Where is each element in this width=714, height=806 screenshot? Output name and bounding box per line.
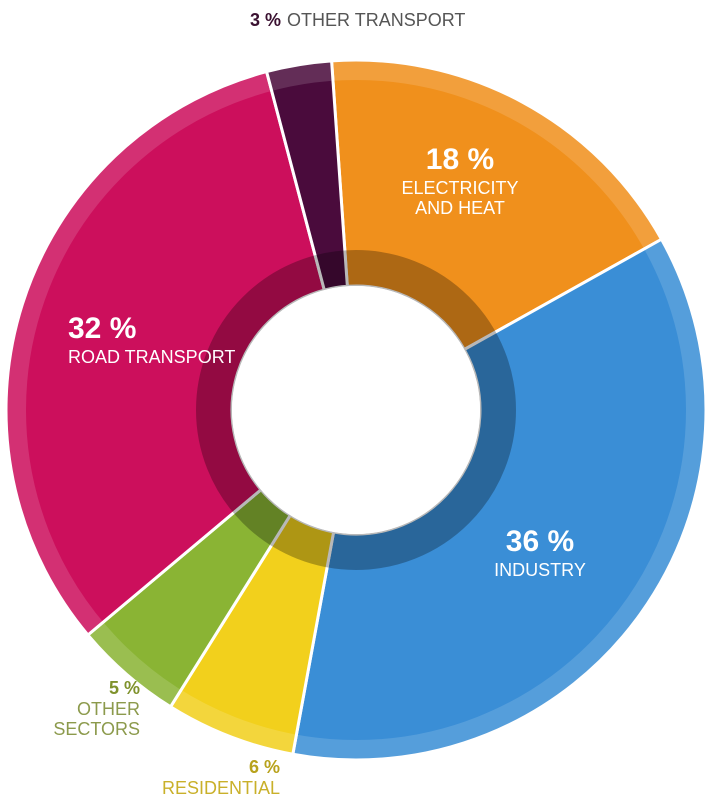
value-label: 18 % <box>425 143 495 176</box>
category-label: ELECTRICITY AND HEAT <box>401 177 519 219</box>
slice-label: 5 % OTHER SECTORS <box>40 678 140 740</box>
category-label: INDUSTRY <box>494 559 586 580</box>
category-label: OTHER SECTORS <box>53 698 140 740</box>
outer-rim <box>6 60 706 760</box>
value-label: 6 % <box>248 757 280 777</box>
slice-label: 3 % OTHER TRANSPORT <box>250 10 610 31</box>
category-label: RESIDENTIAL <box>161 777 280 798</box>
category-label: OTHER TRANSPORT <box>287 10 466 30</box>
inner-shade <box>196 250 516 570</box>
slice-label: 6 % RESIDENTIAL <box>100 757 280 798</box>
category-label: ROAD TRANSPORT <box>68 346 236 367</box>
slice-label: 32 % ROAD TRANSPORT <box>68 312 238 367</box>
value-label: 32 % <box>68 312 137 345</box>
value-label: 36 % <box>505 525 575 558</box>
hole <box>232 286 480 534</box>
slice-label: 36 % INDUSTRY <box>470 525 610 580</box>
slice-label: 18 % ELECTRICITY AND HEAT <box>385 143 535 219</box>
value-label: 5 % <box>108 678 140 698</box>
value-label: 3 % <box>250 10 282 30</box>
